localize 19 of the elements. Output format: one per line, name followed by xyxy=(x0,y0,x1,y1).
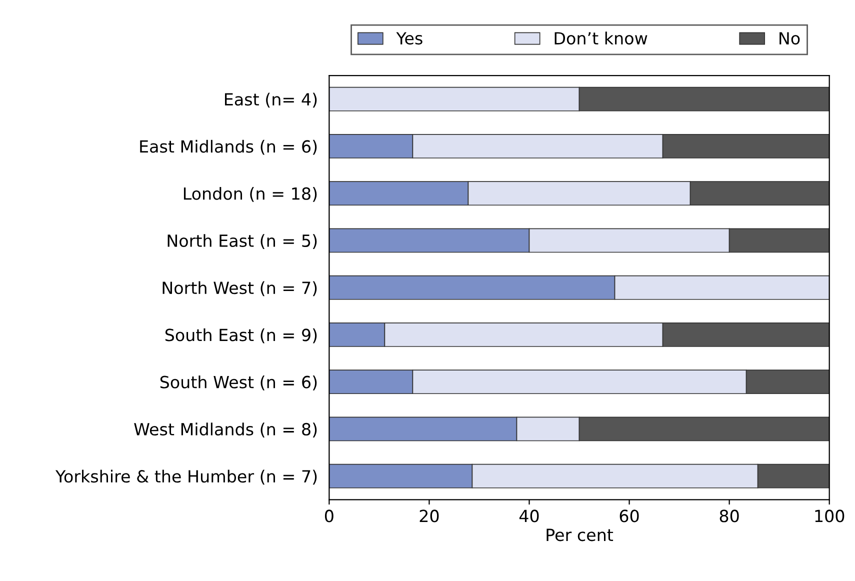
legend-label: No xyxy=(780,32,800,45)
legend-label: Don’t know xyxy=(554,32,648,45)
x-tick-label: 0 xyxy=(324,510,334,522)
y-tick-label: North East (n = 5) xyxy=(168,234,317,249)
y-tick-label: North West (n = 7) xyxy=(162,281,317,296)
x-tick-label: 100 xyxy=(815,510,844,522)
y-tick-label: East Midlands (n = 6) xyxy=(140,140,317,155)
x-tick-label: 60 xyxy=(620,510,639,522)
y-tick-label: Yorkshire & the Humber (n = 7) xyxy=(55,470,317,485)
x-tick-label: 40 xyxy=(519,510,539,522)
y-tick-label: South West (n = 6) xyxy=(160,376,317,390)
y-tick-label: South East (n = 9) xyxy=(165,328,317,344)
y-tick-label: London (n = 18) xyxy=(184,187,317,202)
x-tick-label: 20 xyxy=(420,510,439,522)
y-tick-label: West Midlands (n = 8) xyxy=(134,422,317,438)
y-tick-label: East (n= 4) xyxy=(225,92,317,108)
legend-label: Yes xyxy=(396,32,422,45)
x-tick-label: 80 xyxy=(720,510,739,522)
x-axis-title: Per cent xyxy=(546,528,614,542)
